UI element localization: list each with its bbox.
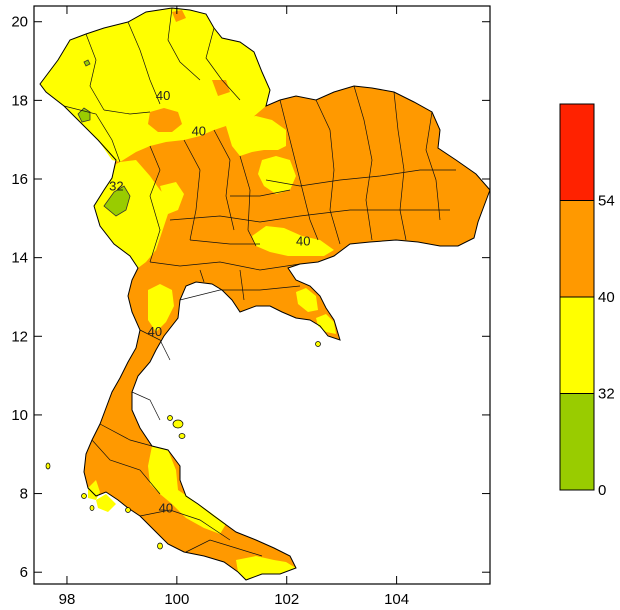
province-boundary-10: [279, 99, 319, 241]
island-6: [315, 341, 321, 347]
province-boundary-13: [393, 91, 407, 241]
island-8: [89, 505, 95, 511]
contour-label-5: 40: [159, 501, 173, 516]
y-tick-label-8: 8: [20, 486, 28, 503]
province-boundary-2: [167, 7, 201, 81]
contour-label-0: 40: [156, 88, 170, 103]
legend-swatch-2: [559, 200, 595, 298]
island-4: [125, 507, 131, 513]
y-tick-label-16: 16: [11, 171, 28, 188]
map-frame: [33, 5, 491, 585]
legend-swatch-1: [559, 296, 595, 394]
contour-label-layer: 40 40 32 40 40 40: [109, 88, 310, 516]
province-boundary-14: [425, 111, 441, 221]
province-boundary-25: [230, 189, 291, 197]
contour-label-4: 40: [148, 324, 162, 339]
zone-orange-chiangrai-top: [172, 10, 186, 22]
zone-yellow-loei: [258, 156, 296, 194]
province-boundary-24: [185, 539, 263, 557]
zone-yellow-north: [40, 8, 270, 162]
province-boundary-20: [131, 391, 161, 421]
province-boundary-17: [149, 261, 301, 271]
province-boundary-3: [205, 27, 241, 101]
y-tick-label-10: 10: [11, 407, 28, 424]
contour-label-2: 32: [109, 178, 123, 193]
x-tick-label-102: 102: [274, 591, 299, 608]
legend-label-40: 40: [598, 289, 615, 306]
y-tick-label-14: 14: [11, 250, 28, 267]
province-boundary-0: [85, 33, 105, 111]
province-boundary-7: [183, 139, 201, 241]
legend-swatch-0: [559, 393, 595, 491]
legend-label-54: 54: [598, 193, 615, 210]
province-boundary-4: [103, 109, 151, 115]
y-tick-label-6: 6: [20, 564, 28, 581]
province-boundary-23: [139, 509, 231, 541]
island-3: [45, 462, 51, 470]
province-boundary-16: [169, 209, 450, 223]
province-boundary-21: [99, 423, 153, 447]
island-7: [81, 493, 87, 499]
contour-label-3: 40: [296, 233, 310, 248]
zone-yellow-chonburi: [296, 288, 318, 312]
colorbar-legend: 0 32 40 54: [559, 103, 615, 499]
zone-green-north-dot: [83, 59, 91, 67]
legend-label-0: 0: [598, 482, 606, 499]
province-boundary-26: [189, 239, 260, 245]
island-2: [167, 415, 173, 421]
legend-swatch-3: [559, 103, 595, 201]
province-boundary-22: [91, 439, 161, 495]
province-boundary-18: [179, 285, 301, 301]
zone-yellow-southwest-coast: [96, 494, 116, 512]
province-boundary-28: [239, 269, 245, 301]
x-tick-label-104: 104: [384, 591, 409, 608]
y-tick-label-12: 12: [11, 328, 28, 345]
province-boundary-19: [139, 329, 171, 361]
y-tick-label-18: 18: [11, 92, 28, 109]
zone-yellow-central-west: [160, 182, 184, 214]
province-boundary-11: [315, 99, 341, 245]
coastline: [39, 7, 490, 581]
province-boundary-9: [239, 155, 257, 247]
island-1: [178, 433, 186, 439]
x-tick-label-98: 98: [59, 591, 76, 608]
zone-green-tak: [103, 185, 131, 217]
x-tick-label-100: 100: [164, 591, 189, 608]
province-boundary-27: [199, 269, 205, 283]
zone-yellow-central-east: [252, 226, 334, 256]
zone-yellow-prachuap: [148, 284, 174, 332]
axis-layer: 98 100 102 104 6 8 10 12 14 16 18 20: [11, 6, 490, 608]
land-layer: [39, 7, 490, 581]
province-boundary-5: [63, 105, 121, 163]
island-5: [157, 542, 163, 550]
land-base-orange: [40, 8, 490, 580]
island-0: [172, 419, 184, 429]
zone-yellow-trat: [316, 314, 336, 334]
zone-yellow-phuket: [88, 480, 100, 500]
zone-yellow-south-east: [148, 446, 226, 534]
legend-label-32: 32: [598, 386, 615, 403]
zone-yellow-west: [94, 160, 170, 268]
y-tick-label-20: 20: [11, 14, 28, 31]
contour-label-1: 40: [192, 123, 206, 138]
zone-yellow-northeast-pocket: [226, 116, 286, 156]
zone-orange-lampang: [148, 108, 182, 132]
province-boundary-12: [353, 85, 373, 241]
province-boundary-6: [149, 145, 161, 263]
zone-yellow-south-tip: [236, 556, 296, 580]
province-boundary-8: [213, 129, 235, 231]
province-boundary-1: [127, 21, 161, 105]
province-boundary-15: [265, 169, 456, 187]
